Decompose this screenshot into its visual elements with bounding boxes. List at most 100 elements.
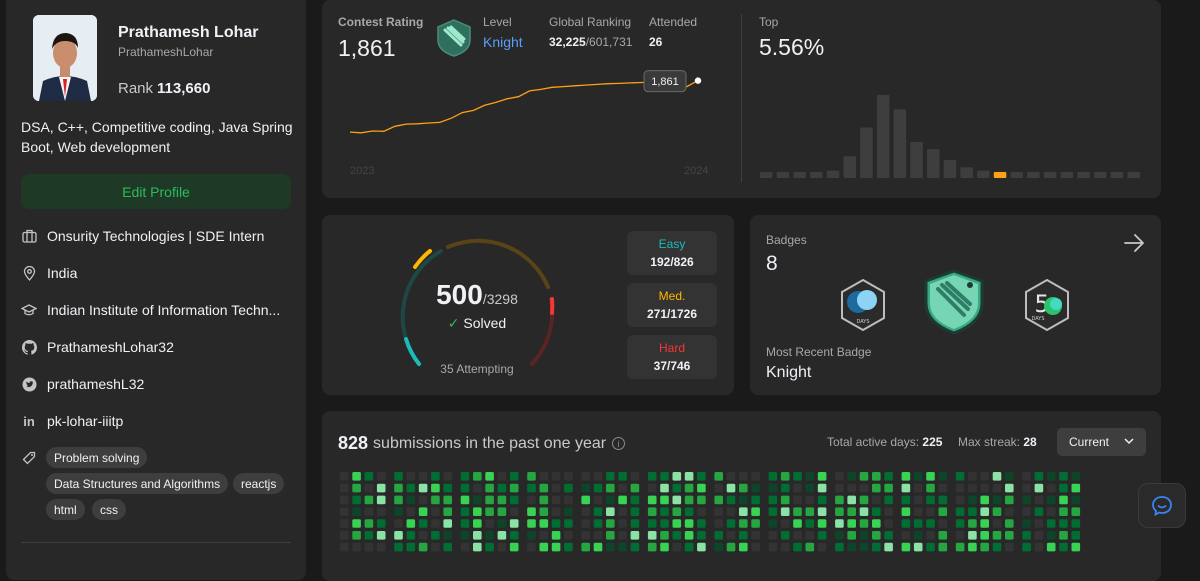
edit-profile-button[interactable]: Edit Profile	[21, 174, 291, 209]
heatmap-cell[interactable]	[540, 496, 549, 505]
knight-badge-icon[interactable]	[920, 269, 988, 335]
heatmap-cell[interactable]	[673, 472, 682, 481]
days-badge-icon[interactable]: DAYS	[836, 278, 890, 332]
heatmap-cell[interactable]	[352, 484, 361, 493]
heatmap-cell[interactable]	[473, 519, 482, 528]
heatmap-cell[interactable]	[581, 507, 590, 516]
heatmap-cell[interactable]	[431, 543, 440, 552]
heatmap-cell[interactable]	[377, 472, 386, 481]
histogram-bar[interactable]	[827, 171, 840, 178]
heatmap-cell[interactable]	[939, 496, 948, 505]
heatmap-cell[interactable]	[407, 519, 416, 528]
heatmap-cell[interactable]	[365, 472, 374, 481]
heatmap-cell[interactable]	[419, 507, 428, 516]
heatmap-cell[interactable]	[648, 543, 657, 552]
heatmap-cell[interactable]	[993, 531, 1002, 540]
heatmap-cell[interactable]	[594, 531, 603, 540]
heatmap-cell[interactable]	[818, 507, 827, 516]
arrow-right-icon[interactable]	[1122, 231, 1146, 255]
heatmap-cell[interactable]	[939, 472, 948, 481]
heatmap-cell[interactable]	[552, 531, 561, 540]
heatmap-cell[interactable]	[1072, 519, 1081, 528]
heatmap-cell[interactable]	[884, 472, 893, 481]
heatmap-cell[interactable]	[443, 531, 452, 540]
heatmap-cell[interactable]	[1035, 531, 1044, 540]
heatmap-cell[interactable]	[1072, 484, 1081, 493]
heatmap-cell[interactable]	[1005, 543, 1014, 552]
heatmap-cell[interactable]	[540, 484, 549, 493]
heatmap-cell[interactable]	[860, 496, 869, 505]
heatmap-cell[interactable]	[581, 484, 590, 493]
heatmap-cell[interactable]	[714, 484, 723, 493]
heatmap-cell[interactable]	[540, 472, 549, 481]
heatmap-cell[interactable]	[461, 472, 470, 481]
histogram-bar[interactable]	[860, 128, 873, 179]
heatmap-cell[interactable]	[540, 507, 549, 516]
heatmap-cell[interactable]	[902, 496, 911, 505]
heatmap-cell[interactable]	[552, 484, 561, 493]
heatmap-cell[interactable]	[631, 472, 640, 481]
heatmap-cell[interactable]	[581, 543, 590, 552]
twitter-row[interactable]: prathameshL32	[21, 376, 144, 392]
heatmap-cell[interactable]	[685, 543, 694, 552]
heatmap-cell[interactable]	[914, 543, 923, 552]
heatmap-cell[interactable]	[806, 484, 815, 493]
skill-chip[interactable]: html	[46, 499, 85, 520]
heatmap-cell[interactable]	[1035, 543, 1044, 552]
heatmap-cell[interactable]	[939, 519, 948, 528]
heatmap-cell[interactable]	[806, 531, 815, 540]
heatmap-cell[interactable]	[352, 507, 361, 516]
heatmap-cell[interactable]	[751, 531, 760, 540]
github-row[interactable]: PrathameshLohar32	[21, 339, 174, 355]
heatmap-cell[interactable]	[443, 519, 452, 528]
heatmap-cell[interactable]	[581, 531, 590, 540]
heatmap-cell[interactable]	[685, 484, 694, 493]
heatmap-cell[interactable]	[606, 496, 615, 505]
heatmap-cell[interactable]	[793, 543, 802, 552]
heatmap-cell[interactable]	[473, 472, 482, 481]
heatmap-cell[interactable]	[527, 484, 536, 493]
heatmap-cell[interactable]	[631, 496, 640, 505]
heatmap-cell[interactable]	[980, 507, 989, 516]
heatmap-cell[interactable]	[818, 472, 827, 481]
heatmap-cell[interactable]	[660, 496, 669, 505]
heatmap-cell[interactable]	[510, 543, 519, 552]
heatmap-cell[interactable]	[980, 531, 989, 540]
heatmap-cell[interactable]	[1059, 507, 1068, 516]
heatmap-cell[interactable]	[884, 507, 893, 516]
heatmap-cell[interactable]	[461, 507, 470, 516]
histogram-bar[interactable]	[1027, 172, 1040, 178]
heatmap-cell[interactable]	[618, 484, 627, 493]
histogram-bar[interactable]	[1044, 172, 1057, 178]
heatmap-cell[interactable]	[835, 496, 844, 505]
heatmap-cell[interactable]	[394, 543, 403, 552]
heatmap-cell[interactable]	[648, 519, 657, 528]
heatmap-cell[interactable]	[956, 531, 965, 540]
heatmap-cell[interactable]	[835, 519, 844, 528]
histogram-bar[interactable]	[960, 167, 973, 178]
histogram-bar[interactable]	[977, 171, 990, 178]
heatmap-cell[interactable]	[352, 519, 361, 528]
heatmap-cell[interactable]	[968, 484, 977, 493]
heatmap-cell[interactable]	[793, 484, 802, 493]
heatmap-cell[interactable]	[818, 496, 827, 505]
heatmap-cell[interactable]	[793, 507, 802, 516]
heatmap-cell[interactable]	[1022, 531, 1031, 540]
heatmap-cell[interactable]	[727, 496, 736, 505]
heatmap-cell[interactable]	[564, 484, 573, 493]
year-dropdown[interactable]: Current	[1057, 428, 1146, 456]
heatmap-cell[interactable]	[606, 531, 615, 540]
heatmap-cell[interactable]	[685, 519, 694, 528]
heatmap-cell[interactable]	[485, 496, 494, 505]
heatmap-cell[interactable]	[939, 543, 948, 552]
heatmap-cell[interactable]	[377, 531, 386, 540]
chat-button[interactable]	[1138, 483, 1186, 528]
heatmap-cell[interactable]	[443, 484, 452, 493]
heatmap-cell[interactable]	[739, 472, 748, 481]
histogram-bar[interactable]	[1111, 172, 1124, 178]
heatmap-cell[interactable]	[884, 543, 893, 552]
heatmap-cell[interactable]	[377, 519, 386, 528]
heatmap-cell[interactable]	[648, 531, 657, 540]
heatmap-cell[interactable]	[926, 519, 935, 528]
